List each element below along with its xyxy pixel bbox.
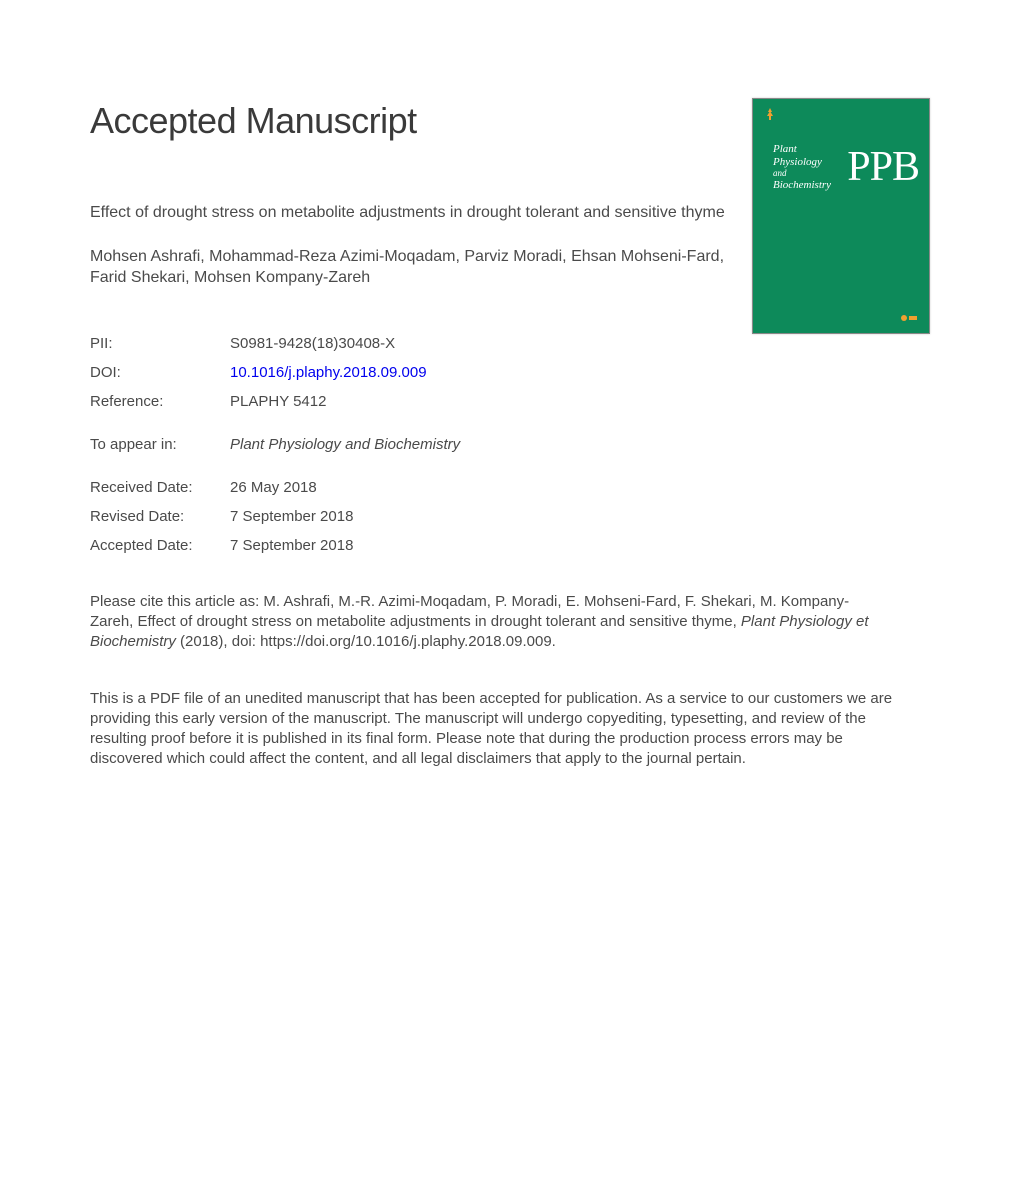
elsevier-tree-icon: [763, 107, 777, 124]
article-title: Effect of drought stress on metabolite a…: [90, 202, 730, 224]
doi-label: DOI:: [90, 358, 230, 387]
appear-row: To appear in: Plant Physiology and Bioch…: [90, 430, 460, 459]
pii-value: S0981-9428(18)30408-X: [230, 329, 460, 358]
cover-title-block: Plant Physiology and Biochemistry: [773, 143, 831, 191]
citation-pre: Please cite this article as: M. Ashrafi,…: [90, 593, 849, 630]
reference-row: Reference: PLAPHY 5412: [90, 387, 460, 416]
manuscript-page: Plant Physiology and Biochemistry PPB Ac…: [0, 0, 1020, 830]
cover-line-4: Biochemistry: [773, 179, 831, 192]
doi-row: DOI: 10.1016/j.plaphy.2018.09.009: [90, 358, 460, 387]
revised-label: Revised Date:: [90, 502, 230, 531]
pii-row: PII: S0981-9428(18)30408-X: [90, 329, 460, 358]
accepted-value: 7 September 2018: [230, 531, 460, 560]
journal-cover-thumbnail: Plant Physiology and Biochemistry PPB: [752, 98, 930, 334]
received-row: Received Date: 26 May 2018: [90, 473, 460, 502]
pii-label: PII:: [90, 329, 230, 358]
cover-line-1: Plant: [773, 143, 831, 156]
received-label: Received Date:: [90, 473, 230, 502]
reference-value: PLAPHY 5412: [230, 387, 460, 416]
metadata-table: PII: S0981-9428(18)30408-X DOI: 10.1016/…: [90, 329, 460, 560]
accepted-label: Accepted Date:: [90, 531, 230, 560]
cover-publisher-mark: [899, 313, 919, 325]
revised-row: Revised Date: 7 September 2018: [90, 502, 460, 531]
doi-value: 10.1016/j.plaphy.2018.09.009: [230, 358, 460, 387]
disclaimer-text: This is a PDF file of an unedited manusc…: [90, 689, 900, 770]
appear-value: Plant Physiology and Biochemistry: [230, 430, 460, 459]
cover-inner: Plant Physiology and Biochemistry PPB: [753, 99, 929, 333]
cover-abbreviation: PPB: [847, 143, 919, 191]
citation-post: (2018), doi: https://doi.org/10.1016/j.p…: [176, 633, 556, 650]
appear-label: To appear in:: [90, 430, 230, 459]
authors-list: Mohsen Ashrafi, Mohammad-Reza Azimi-Moqa…: [90, 246, 730, 289]
revised-value: 7 September 2018: [230, 502, 460, 531]
cover-line-2: Physiology: [773, 156, 831, 169]
citation-text: Please cite this article as: M. Ashrafi,…: [90, 592, 890, 653]
cover-line-3: and: [773, 168, 831, 178]
reference-label: Reference:: [90, 387, 230, 416]
accepted-row: Accepted Date: 7 September 2018: [90, 531, 460, 560]
doi-link[interactable]: 10.1016/j.plaphy.2018.09.009: [230, 364, 427, 381]
received-value: 26 May 2018: [230, 473, 460, 502]
